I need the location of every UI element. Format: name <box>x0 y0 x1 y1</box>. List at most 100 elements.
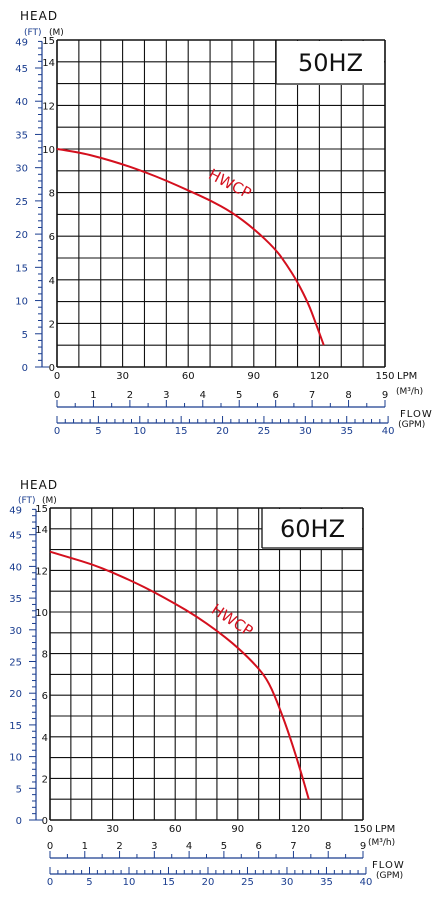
x-unit-lpm: LPM <box>375 824 395 835</box>
y-tick-label-ft: 30 <box>9 626 22 637</box>
y-tick-label-m: 10 <box>35 608 48 619</box>
x-tick-label-lpm: 90 <box>231 824 244 835</box>
y-tick-label-ft: 49 <box>15 37 28 48</box>
x-tick-label-m3h: 4 <box>186 841 192 852</box>
x-tick-label-gpm: 10 <box>133 426 146 437</box>
y-tick-label-m: 4 <box>49 276 55 287</box>
y-unit-ft: (FT) <box>18 496 36 506</box>
x-tick-label-gpm: 40 <box>360 877 373 888</box>
y-tick-label-ft: 10 <box>9 753 22 764</box>
y-tick-label-ft: 5 <box>16 784 22 795</box>
flow-label: FLOW <box>372 860 405 871</box>
y-tick-label-m: 14 <box>42 58 55 69</box>
y-tick-label-ft: 20 <box>15 230 28 241</box>
x-tick-label-gpm: 5 <box>86 877 92 888</box>
curve-label: HWCP <box>208 600 256 640</box>
x-tick-label-m3h: 7 <box>290 841 296 852</box>
x-tick-label-m3h: 4 <box>200 390 206 401</box>
y-tick-label-ft: 45 <box>9 531 22 542</box>
y-tick-label-ft: 40 <box>15 97 28 108</box>
pump-curve-chart-50hz: HEAD(FT) (M)50HZ0246810121415051015202530… <box>15 9 433 437</box>
x-tick-label-gpm: 20 <box>216 426 229 437</box>
y-tick-label-ft: 30 <box>15 164 28 175</box>
y-unit-m: (M) <box>49 28 64 38</box>
x-tick-label-gpm: 0 <box>54 426 60 437</box>
x-tick-label-m3h: 0 <box>54 390 60 401</box>
x-unit-m3h: (M³/h) <box>396 387 423 397</box>
x-tick-label-m3h: 6 <box>272 390 278 401</box>
frequency-label: 50HZ <box>298 49 363 77</box>
y-tick-label-ft: 0 <box>22 363 28 374</box>
x-tick-label-lpm: 120 <box>291 824 310 835</box>
y-tick-label-m: 2 <box>49 319 55 330</box>
x-tick-label-m3h: 7 <box>309 390 315 401</box>
y-tick-label-m: 12 <box>35 566 48 577</box>
y-tick-label-m: 6 <box>42 691 48 702</box>
y-tick-label-m: 10 <box>42 145 55 156</box>
y-tick-label-ft: 25 <box>9 658 22 669</box>
y-tick-label-m: 8 <box>49 189 55 200</box>
y-tick-label-m: 12 <box>42 101 55 112</box>
x-tick-label-m3h: 9 <box>382 390 388 401</box>
x-unit-gpm: (GPM) <box>398 420 425 430</box>
y-unit-ft: (FT) <box>24 28 42 38</box>
y-tick-label-ft: 0 <box>16 816 22 827</box>
x-tick-label-gpm: 35 <box>320 877 333 888</box>
x-tick-label-gpm: 25 <box>258 426 271 437</box>
y-tick-label-m: 4 <box>42 733 48 744</box>
y-tick-label-ft: 35 <box>9 594 22 605</box>
y-tick-label-m: 15 <box>35 504 48 515</box>
x-tick-label-m3h: 5 <box>221 841 227 852</box>
x-tick-label-m3h: 3 <box>163 390 169 401</box>
x-tick-label-m3h: 8 <box>325 841 331 852</box>
x-tick-label-m3h: 8 <box>345 390 351 401</box>
x-tick-label-gpm: 30 <box>299 426 312 437</box>
y-tick-label-ft: 20 <box>9 689 22 700</box>
x-tick-label-lpm: 150 <box>375 371 394 382</box>
x-tick-label-m3h: 2 <box>116 841 122 852</box>
y-tick-label-m: 14 <box>35 525 48 536</box>
y-tick-label-ft: 15 <box>15 263 28 274</box>
y-tick-label-m: 8 <box>42 650 48 661</box>
x-tick-label-lpm: 0 <box>54 371 60 382</box>
x-unit-m3h: (M³/h) <box>368 838 395 848</box>
x-tick-label-m3h: 2 <box>127 390 133 401</box>
y-tick-label-ft: 5 <box>22 330 28 341</box>
flow-label: FLOW <box>400 409 433 420</box>
y-tick-label-ft: 40 <box>9 562 22 573</box>
x-tick-label-gpm: 15 <box>175 426 188 437</box>
frequency-label: 60HZ <box>280 515 345 543</box>
x-tick-label-m3h: 1 <box>90 390 96 401</box>
pump-curve-chart-60hz: HEAD(FT) (M)60HZ0246810121415051015202530… <box>9 478 405 888</box>
x-tick-label-m3h: 9 <box>360 841 366 852</box>
y-tick-label-m: 15 <box>42 36 55 47</box>
x-tick-label-m3h: 1 <box>82 841 88 852</box>
frequency-label-box <box>276 41 384 85</box>
x-tick-label-m3h: 0 <box>47 841 53 852</box>
x-tick-label-lpm: 30 <box>116 371 129 382</box>
y-tick-label-m: 0 <box>49 363 55 374</box>
x-tick-label-lpm: 90 <box>247 371 260 382</box>
y-tick-label-m: 2 <box>42 774 48 785</box>
x-tick-label-gpm: 0 <box>47 877 53 888</box>
y-tick-label-ft: 35 <box>15 130 28 141</box>
y-tick-label-ft: 10 <box>15 297 28 308</box>
x-tick-label-gpm: 25 <box>241 877 254 888</box>
x-tick-label-gpm: 10 <box>123 877 136 888</box>
x-tick-label-gpm: 35 <box>340 426 353 437</box>
x-tick-label-gpm: 40 <box>382 426 395 437</box>
chart-title: HEAD <box>20 9 58 23</box>
y-tick-label-ft: 25 <box>15 197 28 208</box>
x-tick-label-m3h: 3 <box>151 841 157 852</box>
x-unit-lpm: LPM <box>397 371 417 382</box>
x-tick-label-m3h: 5 <box>236 390 242 401</box>
frequency-label-box <box>262 509 362 549</box>
y-tick-label-m: 6 <box>49 232 55 243</box>
y-tick-label-ft: 49 <box>9 505 22 516</box>
x-tick-label-lpm: 150 <box>353 824 372 835</box>
x-tick-label-lpm: 60 <box>169 824 182 835</box>
x-tick-label-m3h: 6 <box>255 841 261 852</box>
x-tick-label-lpm: 60 <box>182 371 195 382</box>
y-tick-label-ft: 15 <box>9 721 22 732</box>
x-unit-gpm: (GPM) <box>376 871 403 881</box>
